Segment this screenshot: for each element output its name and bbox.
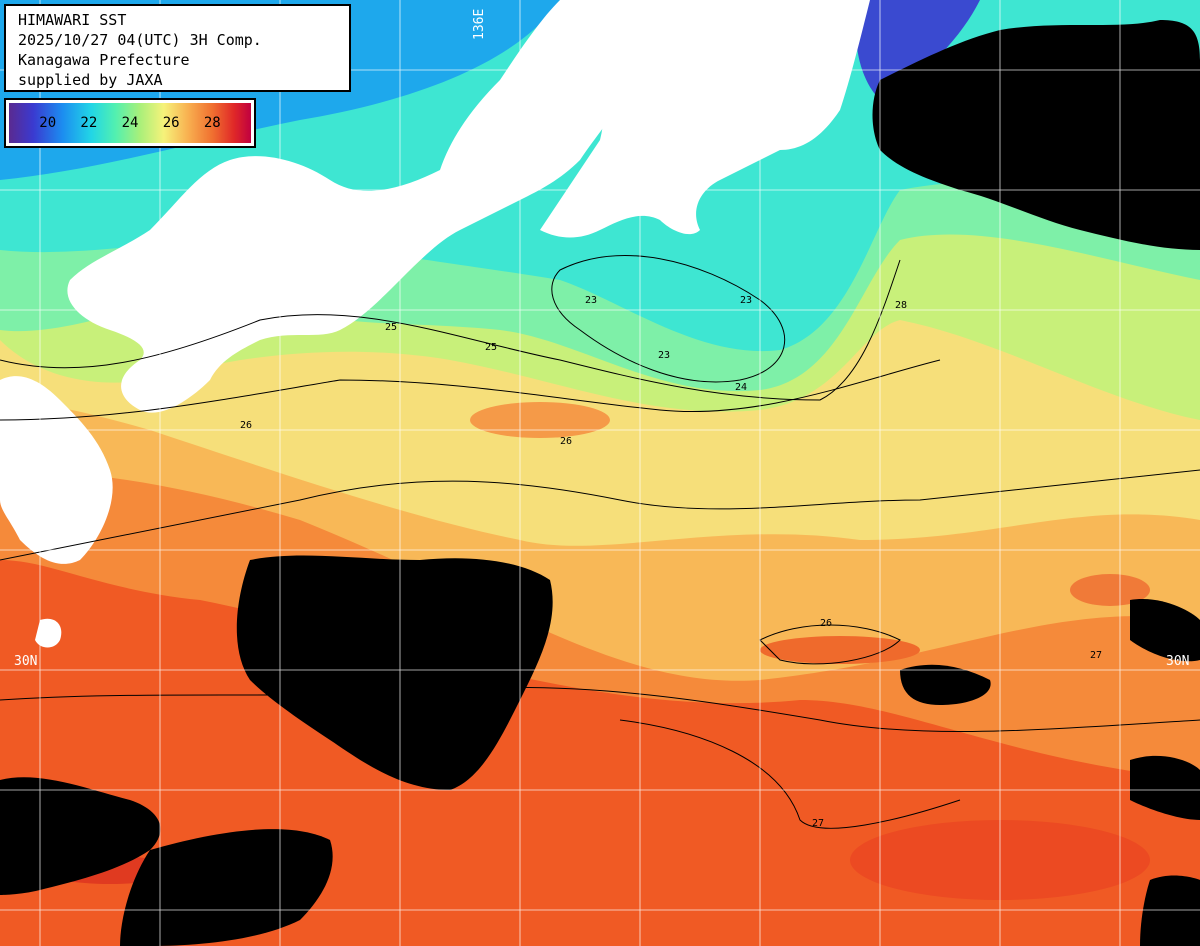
contour-line [0,686,1200,733]
cloud-mass [1130,755,1200,820]
contour-label: 23 [740,295,753,306]
sst-contours [0,255,1200,829]
contour-label: 24 [735,382,748,393]
cloud-mass [900,664,991,705]
credit-line: supplied by JAXA [18,71,163,89]
contour-line [0,259,901,401]
legend-tick: 28 [203,115,221,131]
kyushu [0,376,113,564]
contour-label: 27 [812,818,825,829]
warm-eddy [1070,574,1150,606]
legend-tick: 26 [162,115,180,131]
small-island [360,245,396,271]
cloud-mass [1130,599,1200,662]
legend-tick: 22 [80,115,98,131]
latitude-label-right: 30N [1166,654,1190,669]
contour-label: 27 [1090,650,1103,661]
warm-eddy [470,402,610,438]
product-title: HIMAWARI SST [18,11,127,29]
timestamp-line: 2025/10/27 04(UTC) 3H Comp. [18,31,262,49]
contour-label: 23 [585,295,598,306]
contour-line [0,359,941,421]
contour-label: 26 [240,420,253,431]
cloud-mass [872,20,1200,250]
japan-mainland-east [540,0,870,238]
japan-mainland-west [67,0,661,413]
cloud-mass [120,829,333,946]
warm-eddy [760,636,920,664]
contour-label: 25 [385,322,398,333]
region-line: Kanagawa Prefecture [18,51,190,69]
sea-deepblue-band [856,0,980,100]
legend-tick: 24 [121,115,139,131]
small-island [35,618,62,648]
contour-line [759,624,901,665]
contour-label: 25 [485,342,498,353]
contour-line [0,469,1200,561]
latitude-label-left: 30N [14,654,38,669]
contour-line [619,719,961,829]
color-scale-legend: 20 22 24 26 28 [4,98,256,148]
contour-line [551,255,786,383]
contour-label: 23 [658,350,671,361]
contour-label: 26 [820,618,833,629]
contour-label: 26 [560,436,573,447]
title-box: HIMAWARI SST 2025/10/27 04(UTC) 3H Comp.… [4,4,351,92]
contour-label: 28 [895,300,908,311]
color-scale-bar: 20 22 24 26 28 [9,103,251,143]
cloud-mass [236,555,553,790]
cloud-mass [1140,875,1200,946]
longitude-label-top: 136E [472,8,487,40]
legend-tick: 20 [39,115,57,131]
